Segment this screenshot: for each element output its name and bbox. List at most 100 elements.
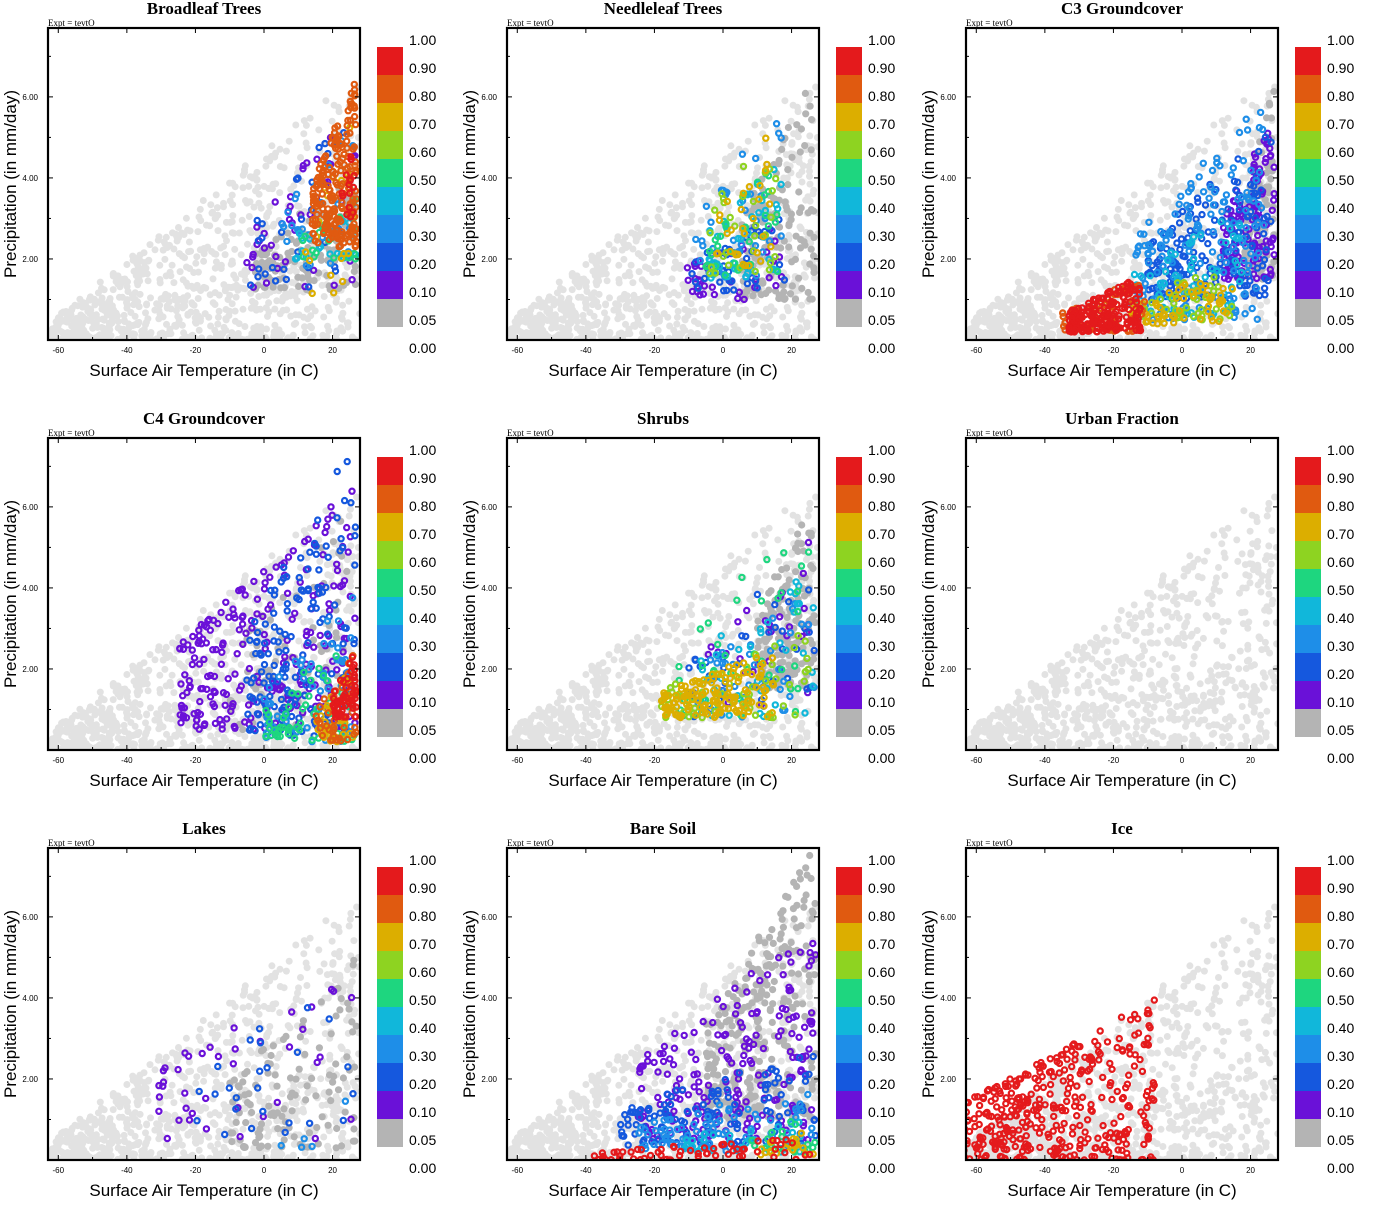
background-point (145, 277, 152, 284)
background-point (1033, 318, 1040, 325)
background-point (594, 263, 601, 270)
panel-title: Broadleaf Trees (147, 0, 262, 18)
data-point-0.80 (311, 232, 316, 237)
x-axis-label: Surface Air Temperature (in C) (1007, 361, 1236, 380)
background-point (97, 279, 104, 286)
background-point (625, 242, 632, 249)
colorbar-swatch (377, 103, 403, 131)
data-point-0.05 (773, 283, 778, 288)
background-point (763, 315, 770, 322)
background-point (229, 229, 236, 236)
colorbar-label: 0.80 (1327, 88, 1354, 104)
background-point (598, 271, 605, 278)
data-point-0.00 (295, 283, 302, 290)
background-point (1079, 294, 1086, 301)
data-point-0.00 (304, 274, 311, 281)
data-point-0.80 (327, 188, 332, 193)
background-point (180, 276, 187, 283)
background-point (220, 200, 227, 207)
background-point (173, 233, 180, 240)
background-point (153, 300, 160, 307)
background-point (220, 243, 227, 250)
data-point-0.10 (1188, 228, 1193, 233)
background-point (213, 191, 220, 198)
data-point-0.00 (802, 110, 809, 117)
background-point (584, 325, 591, 332)
background-point (713, 306, 720, 313)
panel-title: C4 Groundcover (143, 409, 265, 428)
y-tick-label: 6.00 (481, 93, 497, 102)
background-point (197, 217, 204, 224)
background-point (580, 276, 587, 283)
data-point-0.00 (797, 236, 804, 243)
background-point (322, 97, 329, 104)
colorbar-swatch (1295, 215, 1321, 243)
background-point (192, 260, 199, 267)
background-point (1009, 301, 1016, 308)
background-point (221, 324, 228, 331)
background-point (110, 313, 117, 320)
background-point (1240, 97, 1247, 104)
data-point-0.00 (784, 181, 791, 188)
data-points (45, 82, 363, 344)
background-point (86, 296, 93, 303)
data-point-0.20 (1210, 249, 1215, 254)
colorbar-label: 1.00 (868, 32, 895, 48)
background-point (688, 212, 695, 219)
colorbar-swatch (836, 243, 862, 271)
colorbar-swatch (377, 159, 403, 187)
colorbar-label: 0.20 (409, 256, 436, 272)
background-point (301, 323, 308, 330)
data-point-0.80 (325, 206, 330, 211)
background-point (1132, 204, 1139, 211)
background-point (247, 198, 254, 205)
background-point (783, 333, 790, 340)
background-point (200, 258, 207, 265)
x-tick-label: 0 (1180, 346, 1185, 355)
data-point-0.20 (693, 237, 698, 242)
data-point-0.10 (1195, 200, 1200, 205)
background-point (145, 258, 152, 265)
y-tick-label: 2.00 (940, 255, 956, 264)
colorbar-label: 0.40 (868, 200, 895, 216)
background-point (807, 198, 814, 205)
background-point (145, 687, 152, 694)
background-point (724, 299, 731, 306)
background-point (1158, 184, 1165, 191)
data-point-0.00 (810, 252, 817, 259)
data-point-0.00 (1270, 88, 1277, 95)
colorbar-label: 0.10 (1327, 284, 1354, 300)
x-axis-label: Surface Air Temperature (in C) (548, 361, 777, 380)
background-point (297, 154, 304, 161)
background-point (1078, 247, 1085, 254)
background-point (240, 172, 247, 179)
data-point-0.00 (798, 285, 805, 292)
expt-label: Expt = tevtO (507, 18, 554, 28)
background-point (255, 200, 262, 207)
background-point (1111, 253, 1118, 260)
background-point (636, 268, 643, 275)
background-point (1037, 294, 1044, 301)
background-point (1041, 261, 1048, 268)
background-point (261, 292, 268, 299)
x-tick-label: 0 (721, 346, 726, 355)
background-point (173, 295, 180, 302)
x-tick-label: 20 (787, 346, 796, 355)
data-points (504, 84, 822, 344)
data-point-0.00 (793, 121, 800, 128)
background-point (556, 279, 563, 286)
background-point (263, 213, 270, 220)
data-point-0.05 (314, 157, 319, 162)
data-point-0.00 (272, 236, 279, 243)
background-point (987, 305, 994, 312)
data-point-0.00 (789, 282, 796, 289)
colorbar-swatch (1295, 243, 1321, 271)
background-point (1115, 246, 1122, 253)
background-point (1221, 140, 1228, 147)
background-point (1204, 138, 1211, 145)
data-point-0.20 (1208, 212, 1213, 217)
background-point (677, 265, 684, 272)
data-point-0.10 (1199, 212, 1204, 217)
colorbar-label: 0.10 (868, 284, 895, 300)
